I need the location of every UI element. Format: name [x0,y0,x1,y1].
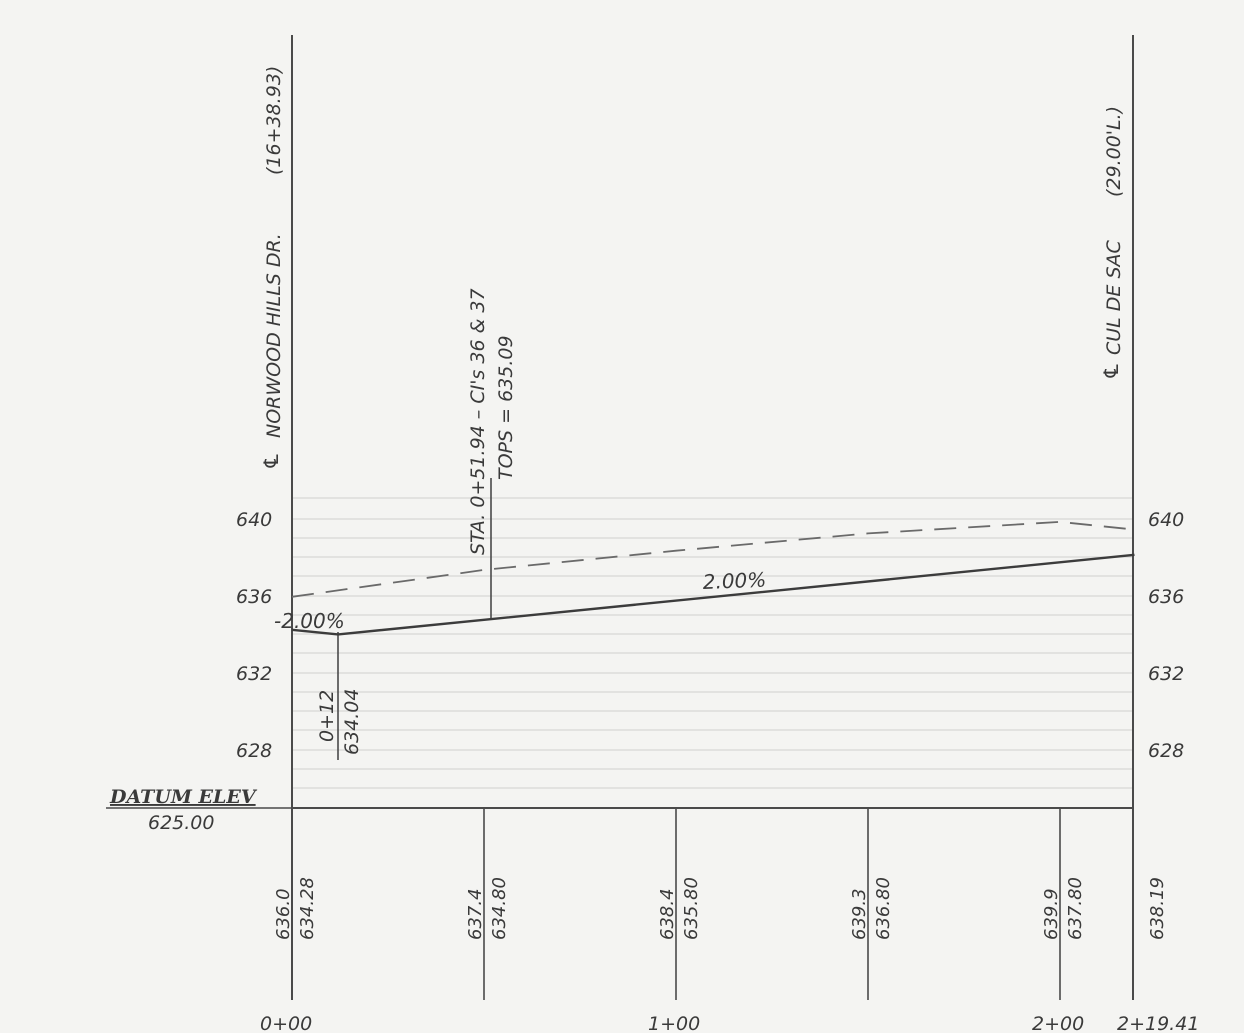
elev-left-label: 640 [236,509,272,531]
table-grade-elev: 634.80 [489,877,510,940]
station-labels: 0+00 1+00 2+00 2+19.41 [260,1013,1199,1033]
station-label: 0+00 [260,1013,312,1033]
structure-label-line2: TOPS = 635.09 [495,335,517,480]
right-callout-offset: (29.00'L.) [1103,106,1125,197]
low-point-callout: 0+12 634.04 [316,689,363,755]
datum-label: DATUM ELEV [109,786,258,808]
datum-callout: DATUM ELEV 625.00 [109,786,258,834]
elevation-labels-left: 640 636 632 628 [236,509,272,762]
low-point-elevation: 634.04 [341,689,363,755]
grade-label-left: -2.00% [274,609,345,633]
elev-left-label: 632 [236,663,272,685]
elevation-labels-right: 640 636 632 628 [1148,509,1184,762]
datum-value: 625.00 [148,812,214,834]
station-label: 2+00 [1032,1013,1084,1033]
table-grade-elev: 638.19 [1147,877,1168,940]
left-callout-label: NORWOOD HILLS DR. [263,233,285,438]
elev-right-label: 632 [1148,663,1184,685]
grade-label-right: 2.00% [702,567,766,594]
elevation-grid [292,497,1133,789]
table-ground-elev: 639.3 [849,888,870,940]
low-point-station: 0+12 [316,690,338,742]
structure-callout: STA. 0+51.94 – CI's 36 & 37 TOPS = 635.0… [467,288,517,555]
table-grade-elev: 635.80 [681,877,702,940]
table-grade-elev: 634.28 [297,877,318,940]
elev-right-label: 628 [1148,740,1184,762]
elev-right-label: 636 [1148,586,1184,608]
right-callout-label: CUL DE SAC [1103,239,1125,355]
right-callout: ℄ CUL DE SAC (29.00'L.) [1099,106,1125,380]
structure-label-line1: STA. 0+51.94 – CI's 36 & 37 [467,288,489,555]
table-grade-elev: 637.80 [1065,877,1086,940]
centerline-symbol-right: ℄ [1099,362,1123,380]
left-callout: ℄ NORWOOD HILLS DR. (16+38.93) [259,66,285,470]
station-label: 2+19.41 [1117,1013,1199,1033]
elev-left-label: 628 [236,740,272,762]
station-label: 1+00 [648,1013,700,1033]
left-callout-station: (16+38.93) [263,66,285,175]
table-ground-elev: 638.4 [657,888,678,940]
table-ground-elev: 637.4 [465,888,486,940]
table-ground-elev: 639.9 [1041,888,1062,940]
elevation-table: 636.0 634.28 637.4 634.80 638.4 635.80 6… [273,877,1168,940]
centerline-symbol-left: ℄ [259,452,283,470]
elev-right-label: 640 [1148,509,1184,531]
existing-ground-line [291,520,1135,598]
table-grade-elev: 636.80 [873,877,894,940]
elev-left-label: 636 [236,586,272,608]
table-ground-elev: 636.0 [273,888,294,940]
proposed-grade-line [291,553,1135,636]
